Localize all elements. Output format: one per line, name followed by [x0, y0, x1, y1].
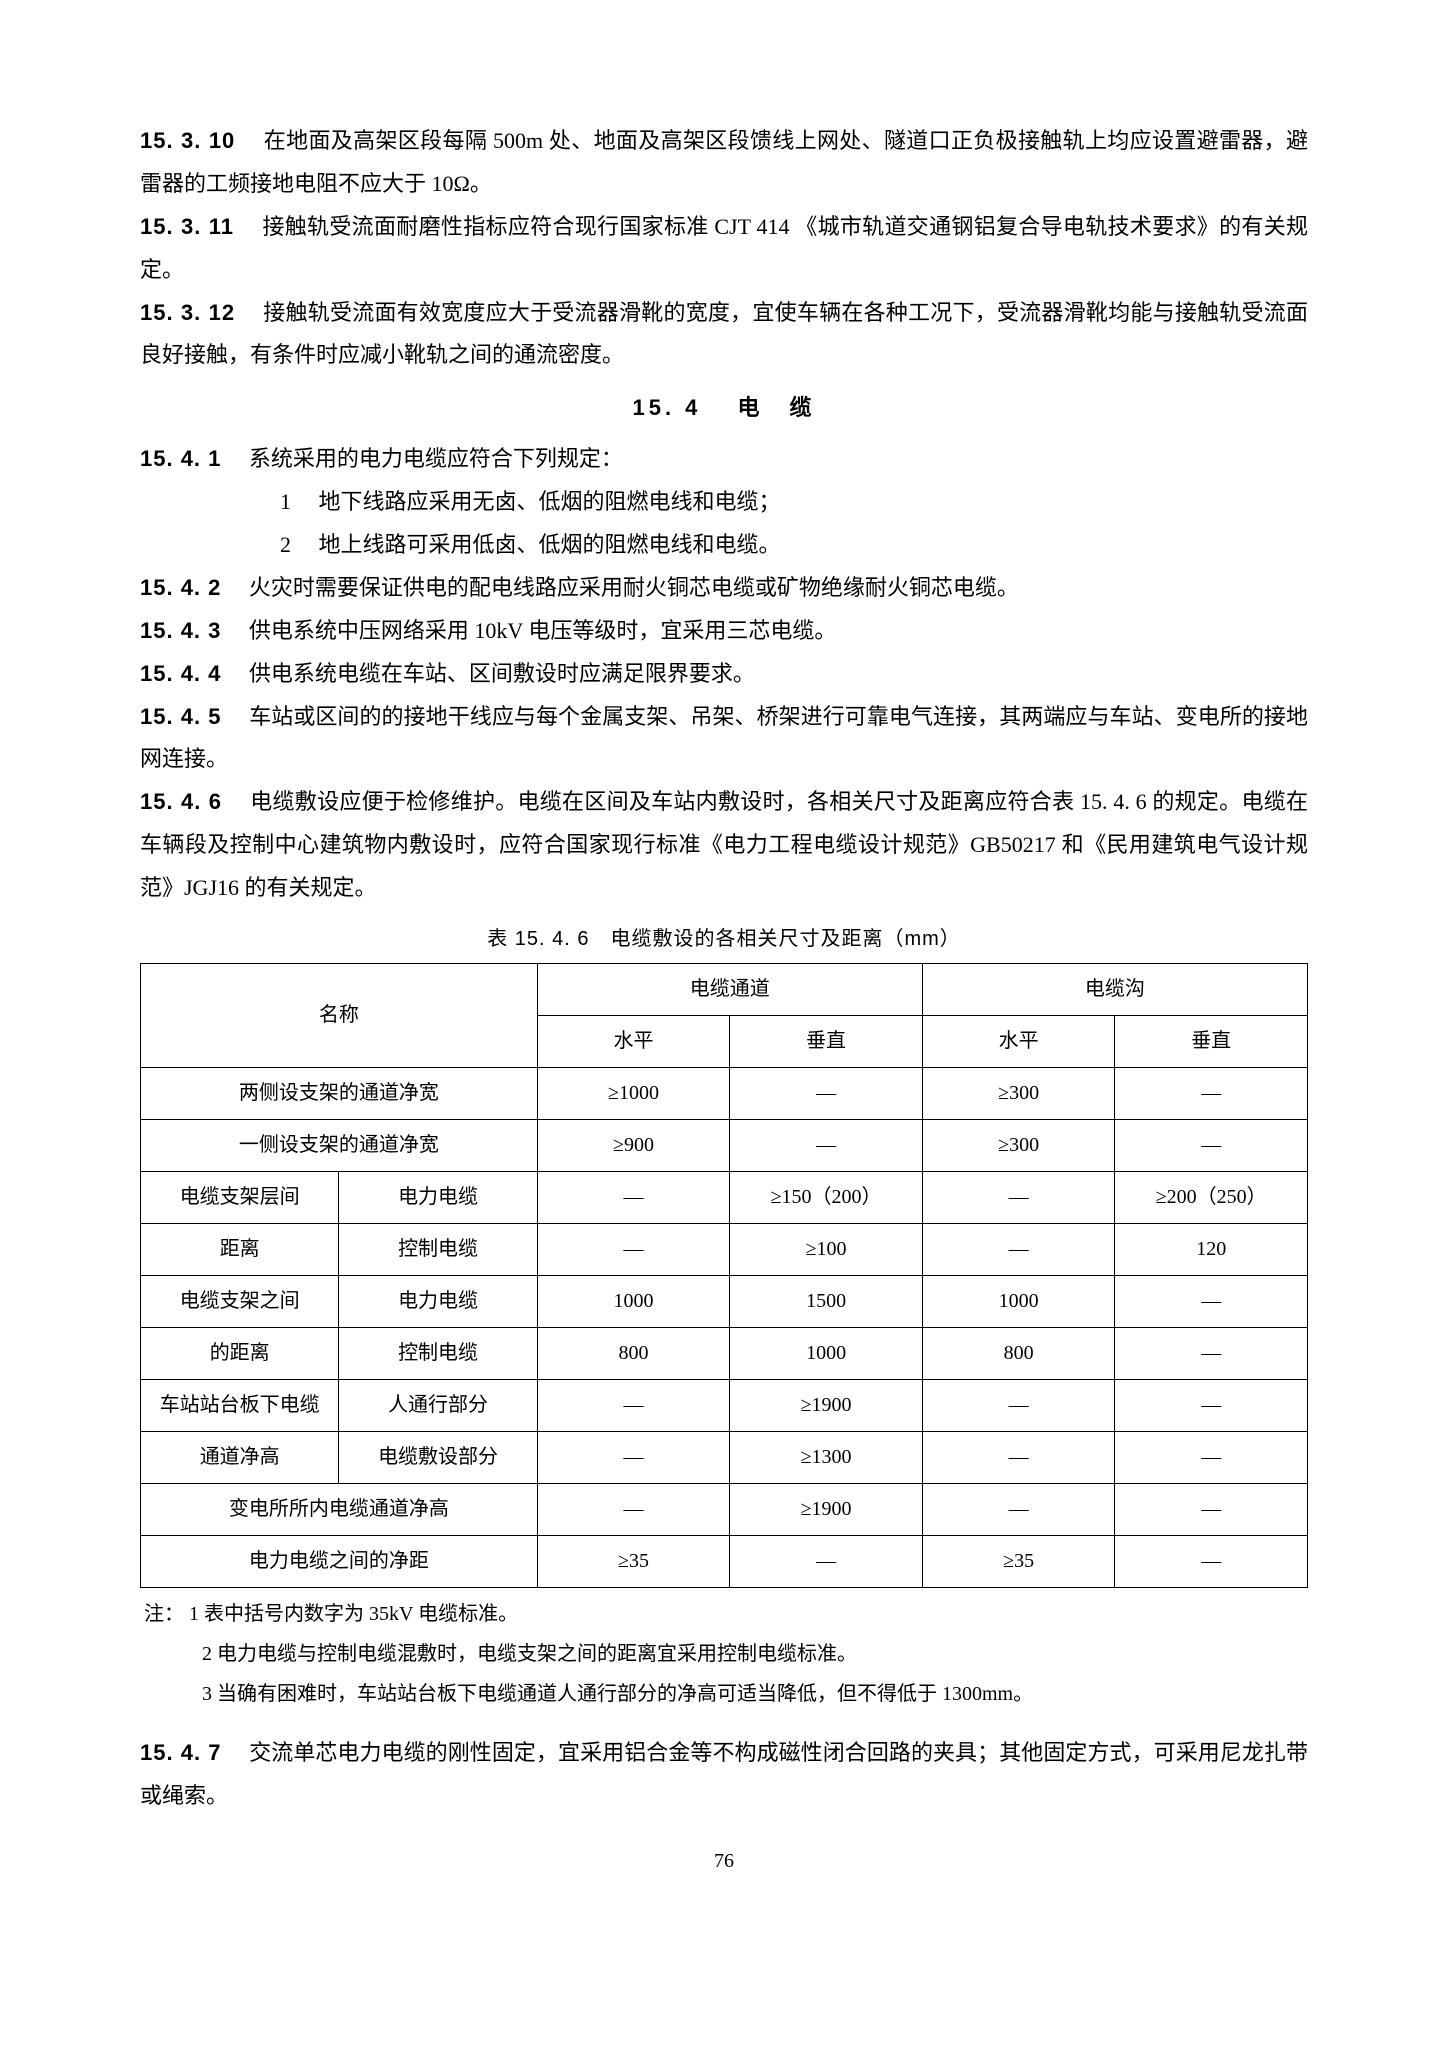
cell: —	[730, 1120, 923, 1172]
table-row: 的距离 控制电缆 800 1000 800 —	[141, 1328, 1308, 1380]
note-label: 注：	[144, 1603, 184, 1625]
cell: 1000	[922, 1276, 1115, 1328]
cell: —	[1115, 1276, 1308, 1328]
row-name: 变电所所内电缆通道净高	[141, 1484, 538, 1536]
row-name: 一侧设支架的通道净宽	[141, 1120, 538, 1172]
cell: —	[922, 1380, 1115, 1432]
th-channel-h: 水平	[537, 1016, 730, 1068]
cell: ≥1900	[730, 1484, 923, 1536]
row-name-2: 电力电缆	[339, 1276, 537, 1328]
cell: 1000	[730, 1328, 923, 1380]
table-notes: 注： 1 表中括号内数字为 35kV 电缆标准。 2 电力电缆与控制电缆混敷时，…	[140, 1594, 1308, 1714]
cell: —	[1115, 1484, 1308, 1536]
cell: —	[1115, 1120, 1308, 1172]
paragraph-15-4-1: 15. 4. 1 系统采用的电力电缆应符合下列规定：	[140, 438, 1308, 481]
cell: ≥35	[922, 1536, 1115, 1588]
th-cable-trench: 电缆沟	[922, 964, 1307, 1016]
paragraph-15-4-2: 15. 4. 2 火灾时需要保证供电的配电线路应采用耐火铜芯电缆或矿物绝缘耐火铜…	[140, 567, 1308, 610]
row-name-2: 人通行部分	[339, 1380, 537, 1432]
paragraph-15-4-3: 15. 4. 3 供电系统中压网络采用 10kV 电压等级时，宜采用三芯电缆。	[140, 610, 1308, 653]
note-3: 3 当确有困难时，车站站台板下电缆通道人通行部分的净高可适当降低，但不得低于 1…	[144, 1674, 1308, 1714]
cell: ≥900	[537, 1120, 730, 1172]
th-trench-h: 水平	[922, 1016, 1115, 1068]
cell: —	[922, 1172, 1115, 1224]
cell: 800	[537, 1328, 730, 1380]
cell: 800	[922, 1328, 1115, 1380]
cell: —	[1115, 1328, 1308, 1380]
paragraph-15-4-4: 15. 4. 4 供电系统电缆在车站、区间敷设时应满足限界要求。	[140, 653, 1308, 696]
cell: —	[922, 1484, 1115, 1536]
row-name-1: 通道净高	[141, 1432, 339, 1484]
row-name-2: 控制电缆	[339, 1328, 537, 1380]
th-channel-v: 垂直	[730, 1016, 923, 1068]
table-row: 电缆支架层间 电力电缆 — ≥150（200） — ≥200（250）	[141, 1172, 1308, 1224]
row-name: 电力电缆之间的净距	[141, 1536, 538, 1588]
cell: —	[730, 1068, 923, 1120]
paragraph-15-3-12: 15. 3. 12 接触轨受流面有效宽度应大于受流器滑靴的宽度，宜使车辆在各种工…	[140, 292, 1308, 378]
cell: ≥1900	[730, 1380, 923, 1432]
paragraph-15-3-10: 15. 3. 10 在地面及高架区段每隔 500m 处、地面及高架区段馈线上网处…	[140, 120, 1308, 206]
table-row: 一侧设支架的通道净宽 ≥900 — ≥300 —	[141, 1120, 1308, 1172]
paragraph-15-3-11: 15. 3. 11 接触轨受流面耐磨性指标应符合现行国家标准 CJT 414 《…	[140, 206, 1308, 292]
cell: —	[537, 1224, 730, 1276]
cell: —	[922, 1224, 1115, 1276]
cell: —	[1115, 1536, 1308, 1588]
th-trench-v: 垂直	[1115, 1016, 1308, 1068]
note-2: 2 电力电缆与控制电缆混敷时，电缆支架之间的距离宜采用控制电缆标准。	[144, 1634, 1308, 1674]
table-header-row-1: 名称 电缆通道 电缆沟	[141, 964, 1308, 1016]
cell: ≥200（250）	[1115, 1172, 1308, 1224]
row-name-1: 电缆支架层间	[141, 1172, 339, 1224]
cell: —	[1115, 1432, 1308, 1484]
cell: ≥100	[730, 1224, 923, 1276]
row-name-1: 电缆支架之间	[141, 1276, 339, 1328]
cell: —	[1115, 1380, 1308, 1432]
cell: —	[1115, 1068, 1308, 1120]
cell: 1000	[537, 1276, 730, 1328]
page-number: 76	[140, 1842, 1308, 1881]
row-name-1: 距离	[141, 1224, 339, 1276]
table-row: 电缆支架之间 电力电缆 1000 1500 1000 —	[141, 1276, 1308, 1328]
cell: —	[537, 1484, 730, 1536]
table-row: 变电所所内电缆通道净高 — ≥1900 — —	[141, 1484, 1308, 1536]
paragraph-15-4-6: 15. 4. 6 电缆敷设应便于检修维护。电缆在区间及车站内敷设时，各相关尺寸及…	[140, 781, 1308, 910]
row-name-2: 电缆敷设部分	[339, 1432, 537, 1484]
table-row: 两侧设支架的通道净宽 ≥1000 — ≥300 —	[141, 1068, 1308, 1120]
cell: ≥150（200）	[730, 1172, 923, 1224]
table-row: 车站站台板下电缆 人通行部分 — ≥1900 — —	[141, 1380, 1308, 1432]
list-item-2: 2 地上线路可采用低卤、低烟的阻燃电线和电缆。	[140, 524, 1308, 567]
row-name-2: 电力电缆	[339, 1172, 537, 1224]
row-name-1: 车站站台板下电缆	[141, 1380, 339, 1432]
th-name: 名称	[141, 964, 538, 1068]
cell: ≥1000	[537, 1068, 730, 1120]
cell: —	[922, 1432, 1115, 1484]
table-caption: 表 15. 4. 6 电缆敷设的各相关尺寸及距离（mm）	[140, 920, 1308, 959]
row-name: 两侧设支架的通道净宽	[141, 1068, 538, 1120]
cell: —	[730, 1536, 923, 1588]
cell: ≥300	[922, 1068, 1115, 1120]
paragraph-15-4-7: 15. 4. 7 交流单芯电力电缆的刚性固定，宜采用铝合金等不构成磁性闭合回路的…	[140, 1732, 1308, 1818]
paragraph-15-4-5: 15. 4. 5 车站或区间的的接地干线应与每个金属支架、吊架、桥架进行可靠电气…	[140, 696, 1308, 782]
section-title-15-4: 15. 4 电 缆	[140, 387, 1308, 430]
cell: —	[537, 1172, 730, 1224]
cell: ≥35	[537, 1536, 730, 1588]
row-name-2: 控制电缆	[339, 1224, 537, 1276]
cell: 1500	[730, 1276, 923, 1328]
table-row: 通道净高 电缆敷设部分 — ≥1300 — —	[141, 1432, 1308, 1484]
cell: 120	[1115, 1224, 1308, 1276]
cable-dimension-table: 名称 电缆通道 电缆沟 水平 垂直 水平 垂直 两侧设支架的通道净宽 ≥1000…	[140, 963, 1308, 1588]
row-name-1: 的距离	[141, 1328, 339, 1380]
table-row: 电力电缆之间的净距 ≥35 — ≥35 —	[141, 1536, 1308, 1588]
cell: ≥1300	[730, 1432, 923, 1484]
list-item-1: 1 地下线路应采用无卤、低烟的阻燃电线和电缆；	[140, 481, 1308, 524]
cell: —	[537, 1380, 730, 1432]
note-1: 1 表中括号内数字为 35kV 电缆标准。	[189, 1603, 518, 1625]
table-row: 距离 控制电缆 — ≥100 — 120	[141, 1224, 1308, 1276]
cell: —	[537, 1432, 730, 1484]
cell: ≥300	[922, 1120, 1115, 1172]
th-cable-channel: 电缆通道	[537, 964, 922, 1016]
